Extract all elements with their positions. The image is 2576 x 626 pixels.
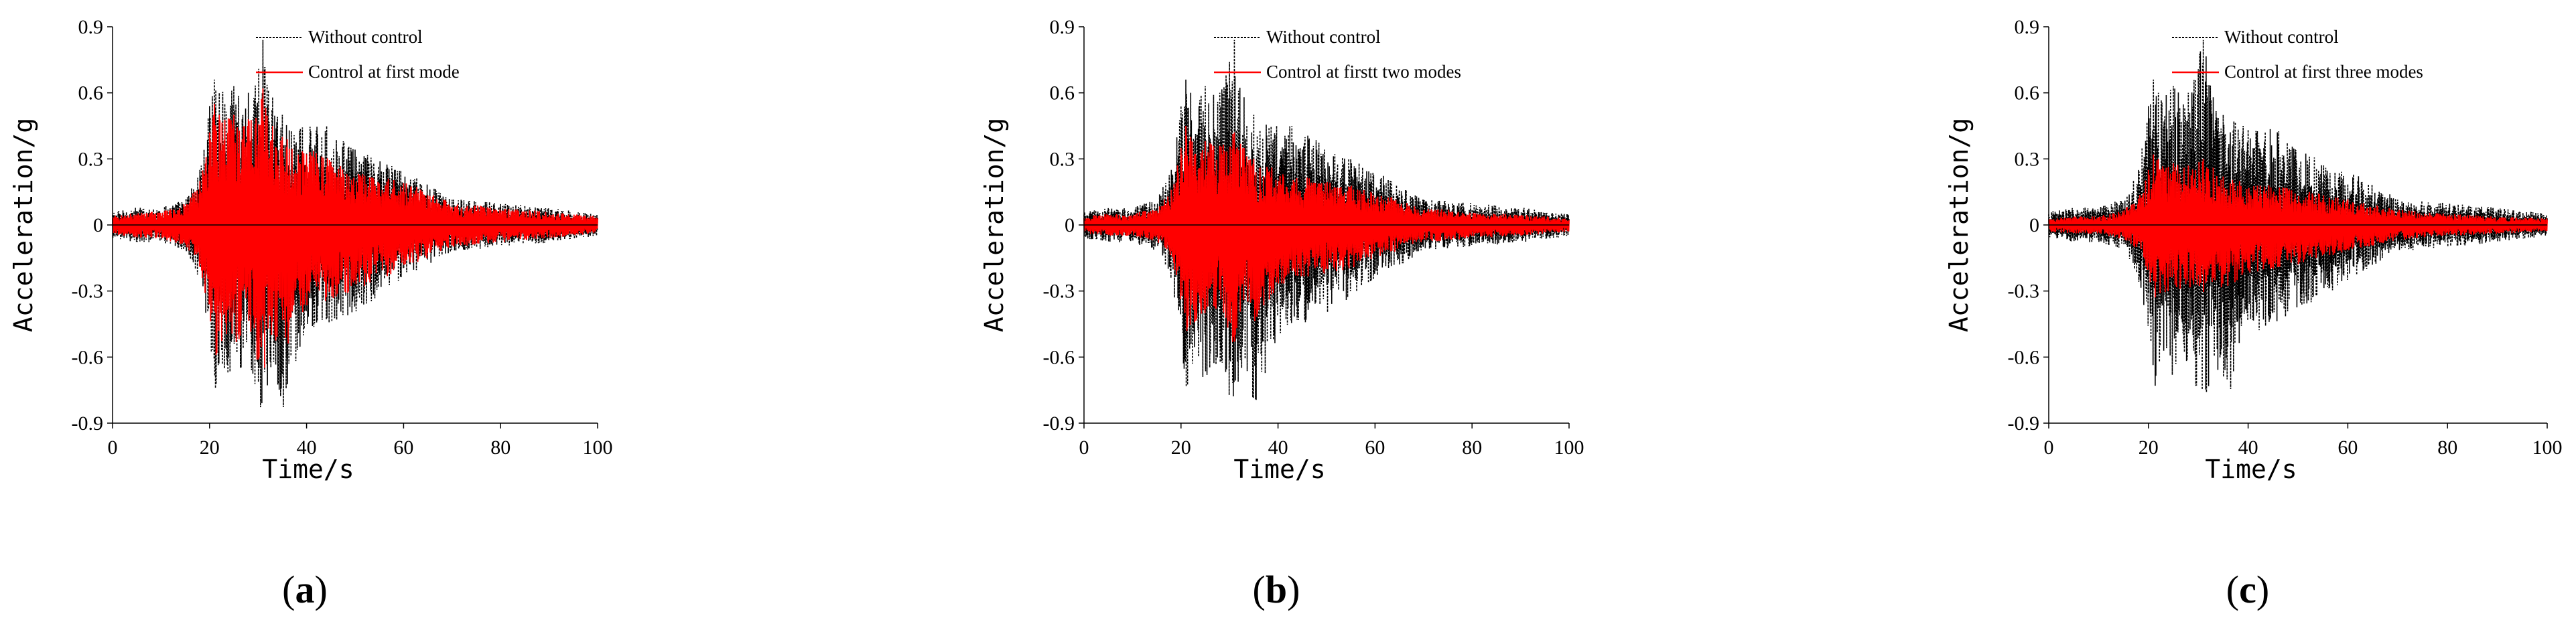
legend: Without control Control at first three mo… [2172, 27, 2423, 82]
y-tick-label: -0.3 [1043, 281, 1075, 303]
y-tick-label: 0 [2029, 214, 2039, 236]
y-tick-label: 0.3 [1050, 148, 1075, 170]
legend-label: Control at firstt two modes [1266, 62, 1461, 82]
x-tick-label: 100 [2532, 437, 2563, 459]
y-tick-label: -0.9 [2008, 412, 2040, 435]
y-tick-label: -0.6 [72, 346, 104, 368]
y-tick-label: 0.9 [2015, 16, 2040, 38]
x-tick-label: 100 [1554, 437, 1584, 459]
x-tick-label: 20 [200, 437, 220, 459]
legend-label: Without control [2224, 27, 2339, 47]
y-axis-title: Acceleration/g [1944, 118, 1974, 332]
x-tick-label: 20 [1171, 437, 1191, 459]
panel-caption: (b) [1253, 568, 1300, 611]
x-axis-title: Time/s [2205, 455, 2297, 484]
chart-panel-b: 0 20 40 60 80 100 0.9 0.6 0.3 0 -0.3 -0.6 -0.9 Time/s… [979, 16, 1584, 611]
y-axis-title: Acceleration/g [979, 118, 1009, 332]
x-tick-label: 40 [297, 437, 317, 459]
legend-label: Without control [308, 27, 423, 47]
y-tick-label: -0.9 [72, 412, 104, 435]
y-tick-label: 0.3 [78, 148, 104, 170]
y-tick-label: -0.6 [2008, 346, 2040, 368]
x-tick-label: 20 [2139, 437, 2159, 459]
panel-caption: (a) [282, 568, 328, 611]
x-tick-label: 0 [108, 437, 118, 459]
x-tick-label: 80 [490, 437, 511, 459]
x-tick-label: 100 [583, 437, 613, 459]
legend-label: Control at first three modes [2224, 62, 2423, 82]
panel-caption: (c) [2226, 568, 2269, 611]
x-tick-label: 60 [393, 437, 413, 459]
x-tick-label: 0 [1079, 437, 1089, 459]
x-tick-label: 80 [2437, 437, 2457, 459]
y-tick-label: 0.6 [78, 82, 104, 104]
y-tick-label: 0.3 [2015, 148, 2040, 170]
x-tick-label: 40 [2238, 437, 2258, 459]
y-axis-title: Acceleration/g [9, 118, 38, 332]
x-tick-label: 60 [2337, 437, 2358, 459]
y-tick-label: -0.6 [1043, 346, 1075, 368]
x-axis-title: Time/s [1233, 455, 1325, 484]
y-tick-label: -0.3 [72, 281, 104, 303]
series-line-with-control [1083, 125, 1570, 342]
y-tick-label: -0.3 [2008, 281, 2040, 303]
x-tick-label: 60 [1365, 437, 1385, 459]
legend: Without control Control at firstt two mod… [1214, 27, 1461, 82]
y-tick-label: 0.9 [1050, 16, 1075, 38]
y-tick-label: 0.9 [78, 16, 104, 38]
y-tick-label: 0 [93, 214, 103, 236]
y-tick-label: -0.9 [1043, 412, 1075, 435]
legend-label: Without control [1266, 27, 1381, 47]
x-tick-label: 40 [1268, 437, 1288, 459]
legend: Without control Control at first mode [256, 27, 460, 82]
x-axis-title: Time/s [262, 455, 354, 484]
series-line-with-control [112, 88, 598, 368]
x-tick-label: 80 [1462, 437, 1482, 459]
y-tick-label: 0.6 [1050, 82, 1075, 104]
x-tick-label: 0 [2044, 437, 2054, 459]
y-tick-label: 0.6 [2015, 82, 2040, 104]
chart-panel-c: 0 20 40 60 80 100 0.9 0.6 0.3 0 -0.3 -0.6 -0.9 Time/s… [1944, 16, 2563, 611]
y-tick-label: 0 [1065, 214, 1075, 236]
chart-panel-a: 0 20 40 60 80 100 0.9 0.6 0.3 0 -0.3 -0.6 -0.9 Time/s… [9, 16, 613, 611]
legend-label: Control at first mode [308, 62, 460, 82]
